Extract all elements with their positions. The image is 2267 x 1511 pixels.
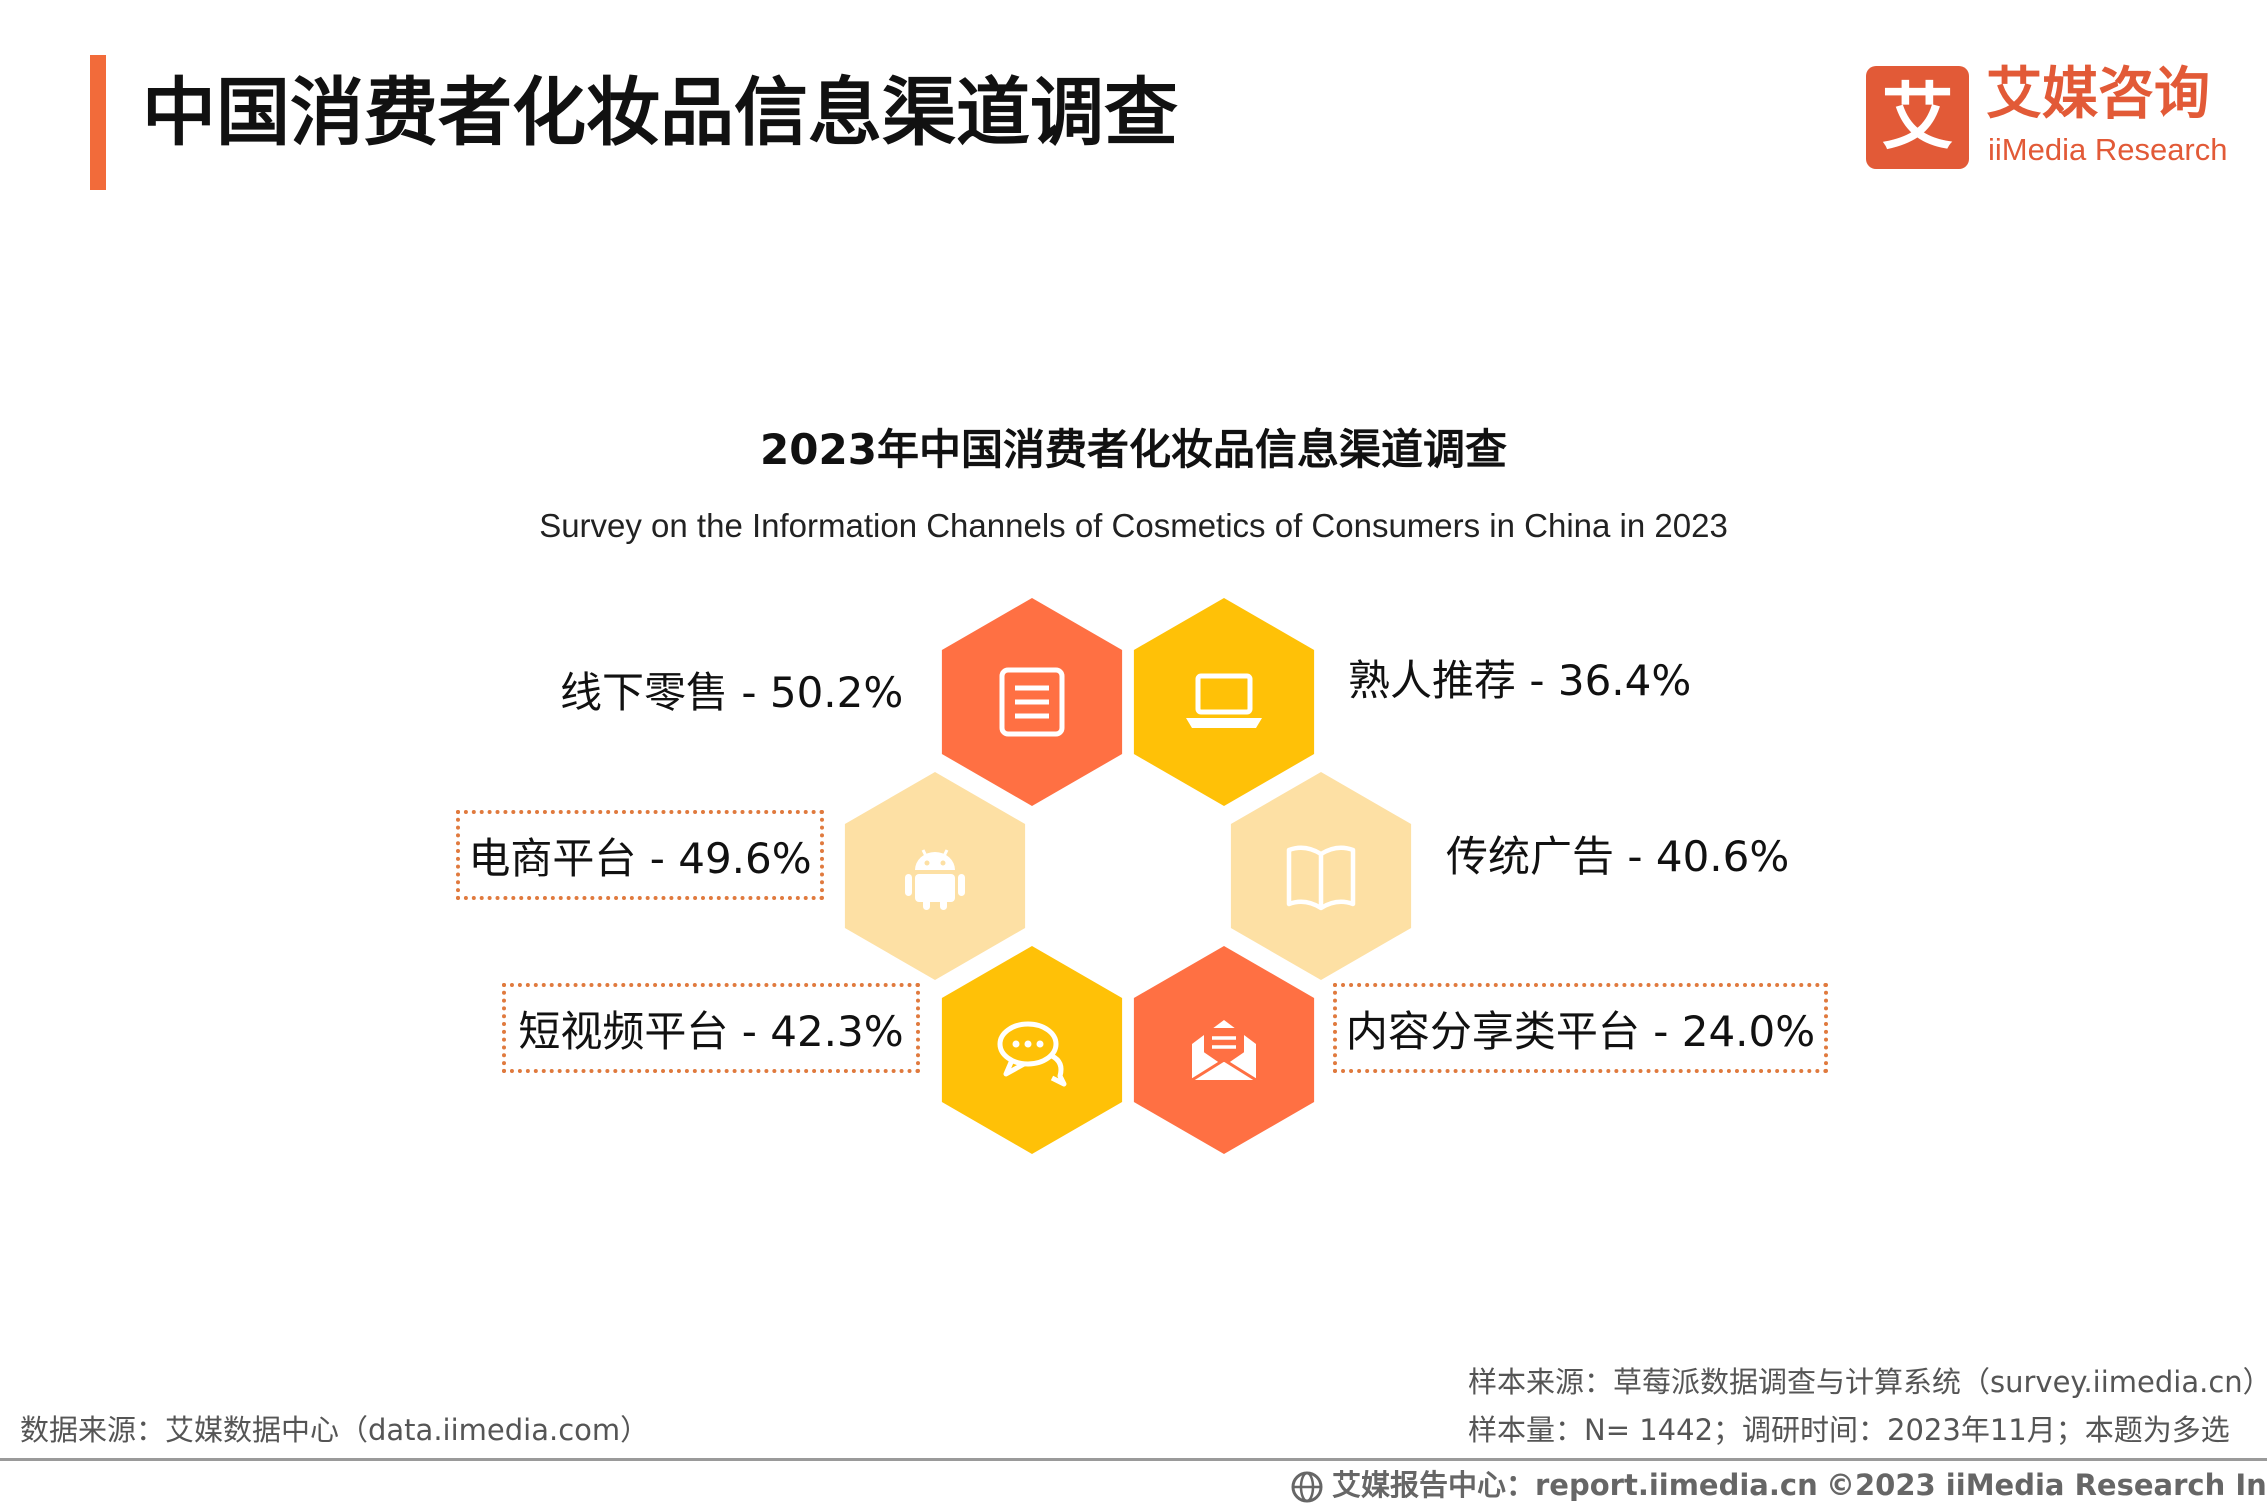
label-ecommerce: 电商平台 - 49.6%	[456, 810, 824, 900]
chart-title: 2023年中国消费者化妆品信息渠道调查	[760, 425, 1507, 474]
copyright: ©2023 iiMedia Research Inc	[1826, 1468, 2267, 1502]
report-center: 艾媒报告中心：report.iimedia.cn	[1290, 1463, 1818, 1507]
logo-glyph: 艾	[1881, 75, 1954, 159]
android-icon	[905, 849, 965, 910]
report-center-text: 艾媒报告中心：report.iimedia.cn	[1332, 1468, 1818, 1502]
laptop-icon	[1186, 673, 1262, 728]
page-title: 中国消费者化妆品信息渠道调查	[142, 70, 1178, 156]
label-acquaintance-referral: 熟人推荐 - 36.4%	[1348, 656, 1692, 705]
document-icon	[999, 667, 1065, 737]
label-traditional-ads: 传统广告 - 40.6%	[1446, 832, 1790, 881]
brand-name-en: iiMedia Research	[1988, 132, 2228, 167]
chart-subtitle: Survey on the Information Channels of Co…	[539, 507, 1728, 544]
label-content-sharing: 内容分享类平台 - 24.0%	[1333, 983, 1828, 1073]
title-accent-bar	[90, 55, 106, 190]
hexagon-2	[1133, 598, 1315, 806]
label-offline-retail: 线下零售 - 50.2%	[560, 668, 904, 717]
hexagon-5	[941, 946, 1123, 1154]
book-icon	[1286, 845, 1356, 911]
sample-size: 样本量：N= 1442；调研时间：2023年11月；本题为多选	[1468, 1413, 2230, 1447]
chat-icon	[997, 1021, 1067, 1087]
sample-source: 样本来源：草莓派数据调查与计算系统（survey.iimedia.cn）	[1468, 1365, 2267, 1399]
label-short-video: 短视频平台 - 42.3%	[502, 983, 920, 1073]
brand-name-cn: 艾媒咨询	[1986, 62, 2210, 127]
mail-icon	[1191, 1020, 1257, 1082]
data-source: 数据来源：艾媒数据中心（data.iimedia.com）	[20, 1413, 650, 1447]
logo-mark-icon: 艾	[1866, 66, 1969, 169]
globe-icon	[1291, 1471, 1323, 1503]
footer-divider	[0, 1458, 2267, 1461]
brand-logo: 艾 艾媒咨询 iiMedia Research	[1866, 62, 2228, 176]
